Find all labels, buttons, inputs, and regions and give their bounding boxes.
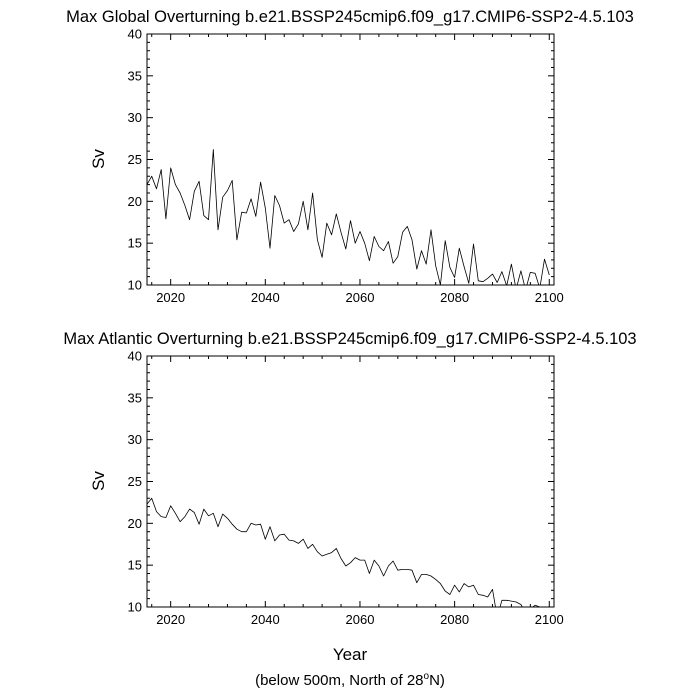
y-tick-label: 30 (128, 432, 142, 447)
y-tick-label: 25 (128, 152, 142, 167)
series-line (147, 497, 541, 607)
footnote-prefix: (below 500m, North of 28 (255, 672, 423, 689)
y-tick-label: 10 (128, 278, 142, 293)
y-tick-label: 20 (128, 194, 142, 209)
footnote-suffix: N) (429, 672, 445, 689)
plot-frame (146, 355, 555, 608)
x-axis-label: Year (333, 645, 368, 664)
x-tick-label: 2080 (440, 612, 469, 627)
x-tick-label: 2080 (440, 290, 469, 305)
y-tick-label: 40 (128, 349, 142, 364)
y-tick-label: 15 (128, 236, 142, 251)
y-tick-label: 30 (128, 110, 142, 125)
axis-ticks (147, 33, 554, 286)
chart-title: Max Atlantic Overturning b.e21.BSSP245cm… (63, 330, 636, 348)
x-tick-label: 2060 (346, 290, 375, 305)
atlantic-overturning-panel: Max Atlantic Overturning b.e21.BSSP245cm… (63, 330, 636, 664)
series-line (147, 149, 550, 285)
x-tick-label: 2060 (346, 612, 375, 627)
plot-frame (146, 33, 555, 286)
y-tick-label: 15 (128, 558, 142, 573)
x-tick-label: 2020 (156, 612, 185, 627)
footnote: (below 500m, North of 28oN) (255, 671, 445, 689)
y-tick-label: 35 (128, 68, 142, 83)
y-tick-label: 40 (128, 27, 142, 42)
y-tick-label: 25 (128, 474, 142, 489)
y-axis-label: Sv (89, 149, 108, 169)
axis-tick-labels: 10 15 20 25 30 35 40 2020 2040 2060 2080 2100 (128, 27, 564, 306)
x-tick-label: 2040 (251, 612, 280, 627)
x-tick-label: 2040 (251, 290, 280, 305)
data-series (147, 149, 550, 285)
chart-title: Max Global Overturning b.e21.BSSP245cmip… (66, 8, 634, 26)
axis-ticks (147, 355, 554, 608)
x-tick-label: 2020 (156, 290, 185, 305)
x-tick-label: 2100 (535, 612, 564, 627)
y-axis-label: Sv (89, 471, 108, 491)
axis-tick-labels: 10 15 20 25 30 35 40 2020 2040 2060 2080 2100 (128, 349, 564, 628)
x-tick-label: 2100 (535, 290, 564, 305)
data-series (147, 497, 541, 607)
global-overturning-panel: Max Global Overturning b.e21.BSSP245cmip… (66, 8, 634, 305)
footnote-degree-mark: o (424, 671, 430, 682)
y-tick-label: 35 (128, 390, 142, 405)
y-tick-label: 20 (128, 516, 142, 531)
y-tick-label: 10 (128, 600, 142, 615)
